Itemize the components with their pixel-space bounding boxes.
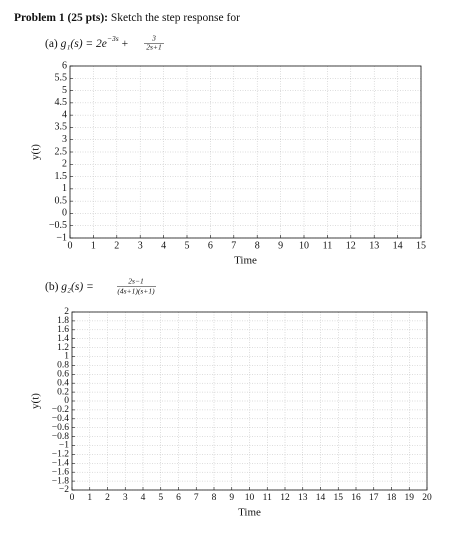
part-label: (b) bbox=[45, 281, 59, 293]
x-tick-label: 3 bbox=[138, 240, 143, 251]
x-tick-label: 10 bbox=[245, 493, 255, 503]
x-tick-label: 4 bbox=[141, 493, 146, 503]
y-tick-label: −1.8 bbox=[52, 476, 69, 486]
y-tick-label: 2 bbox=[64, 307, 69, 317]
y-tick-label: −1 bbox=[59, 441, 69, 451]
problem-text: Sketch the step response for bbox=[111, 12, 240, 24]
y-tick-label: 0.5 bbox=[55, 195, 68, 206]
x-tick-label: 1 bbox=[91, 240, 96, 251]
x-tick-label: 13 bbox=[298, 493, 308, 503]
x-tick-label: 9 bbox=[278, 240, 283, 251]
part-label: (a) bbox=[45, 38, 58, 50]
y-tick-label: 3 bbox=[62, 134, 67, 145]
y-tick-label: 0.8 bbox=[57, 361, 69, 371]
y-tick-label: 2.5 bbox=[55, 146, 68, 157]
x-tick-label: 18 bbox=[387, 493, 397, 503]
x-tick-label: 3 bbox=[123, 493, 128, 503]
x-tick-label: 5 bbox=[185, 240, 190, 251]
x-tick-label: 12 bbox=[346, 240, 356, 251]
y-tick-label: 1.2 bbox=[57, 343, 69, 353]
problem-line: Problem 1 (25 pts): Sketch the step resp… bbox=[14, 12, 240, 24]
x-tick-label: 17 bbox=[369, 493, 379, 503]
x-tick-label: 6 bbox=[208, 240, 213, 251]
y-tick-label: 0.4 bbox=[57, 378, 69, 388]
y-tick-label: −0.8 bbox=[52, 432, 69, 442]
numerator: 3 bbox=[151, 34, 156, 43]
x-tick-label: 11 bbox=[263, 493, 272, 503]
x-tick-label: 11 bbox=[323, 240, 333, 251]
plot-frame bbox=[71, 311, 428, 491]
x-tick-label: 15 bbox=[416, 240, 426, 251]
y-tick-label: −0.2 bbox=[52, 405, 69, 415]
y-tick-label: −1 bbox=[56, 232, 67, 243]
x-tick-label: 15 bbox=[334, 493, 344, 503]
x-tick-label: 2 bbox=[105, 493, 110, 503]
x-tick-label: 0 bbox=[68, 240, 73, 251]
x-axis-label: Time bbox=[234, 255, 257, 267]
y-tick-label: 1.8 bbox=[57, 316, 69, 326]
x-tick-label: 20 bbox=[422, 493, 432, 503]
y-tick-label: 0 bbox=[62, 208, 67, 219]
x-tick-label: 7 bbox=[194, 493, 199, 503]
y-axis-label: y(t) bbox=[30, 393, 42, 409]
formula-lhs: g₁(s) = 2e bbox=[61, 38, 107, 50]
y-tick-label: 1.5 bbox=[55, 171, 68, 182]
x-axis-label: Time bbox=[238, 507, 261, 519]
y-tick-label: 0 bbox=[64, 396, 69, 406]
y-axis-label: y(t) bbox=[30, 144, 42, 160]
x-tick-label: 5 bbox=[158, 493, 163, 503]
x-tick-label: 8 bbox=[255, 240, 260, 251]
x-tick-label: 8 bbox=[212, 493, 217, 503]
plot-frame bbox=[69, 65, 422, 239]
x-tick-label: 19 bbox=[405, 493, 415, 503]
y-tick-label: 4 bbox=[62, 109, 67, 120]
y-tick-label: −1.6 bbox=[52, 467, 69, 477]
y-tick-label: 5 bbox=[62, 85, 67, 96]
y-tick-label: 1 bbox=[62, 183, 67, 194]
x-tick-label: 0 bbox=[70, 493, 75, 503]
formula-exponent: −3s bbox=[107, 34, 119, 43]
x-tick-label: 13 bbox=[369, 240, 379, 251]
formula-b: (b) g₂(s) = bbox=[45, 281, 94, 293]
y-tick-label: 4.5 bbox=[55, 97, 68, 108]
y-tick-label: 3.5 bbox=[55, 122, 68, 133]
x-tick-label: 6 bbox=[176, 493, 181, 503]
formula-a: (a) g₁(s) = 2e−3s + bbox=[45, 34, 128, 50]
denominator: (4s+1)(s+1) bbox=[117, 287, 155, 296]
y-tick-label: 5.5 bbox=[55, 73, 68, 84]
y-tick-label: −0.6 bbox=[52, 423, 69, 433]
formula-lhs: g₂(s) = bbox=[61, 281, 94, 293]
y-tick-label: −1.4 bbox=[52, 458, 69, 468]
y-tick-label: −0.5 bbox=[49, 220, 67, 231]
y-tick-label: 6 bbox=[62, 60, 67, 71]
numerator: 2s−1 bbox=[128, 277, 143, 286]
x-tick-label: 7 bbox=[231, 240, 236, 251]
y-tick-label: 1 bbox=[64, 352, 69, 362]
x-tick-label: 16 bbox=[351, 493, 361, 503]
x-tick-label: 14 bbox=[316, 493, 326, 503]
y-tick-label: 0.2 bbox=[57, 387, 69, 397]
y-tick-label: −1.2 bbox=[52, 450, 69, 460]
y-tick-label: 0.6 bbox=[57, 369, 69, 379]
x-tick-label: 2 bbox=[114, 240, 119, 251]
y-tick-label: −2 bbox=[59, 485, 69, 495]
y-tick-label: 1.4 bbox=[57, 334, 69, 344]
x-tick-label: 12 bbox=[280, 493, 290, 503]
x-tick-label: 4 bbox=[161, 240, 166, 251]
x-tick-label: 1 bbox=[87, 493, 92, 503]
formula-plus: + bbox=[122, 38, 129, 50]
problem-title: Problem 1 (25 pts): bbox=[14, 12, 108, 24]
x-tick-label: 9 bbox=[229, 493, 234, 503]
y-tick-label: −0.4 bbox=[52, 414, 69, 424]
x-tick-label: 14 bbox=[393, 240, 403, 251]
denominator: 2s+1 bbox=[146, 43, 161, 52]
x-tick-label: 10 bbox=[299, 240, 309, 251]
y-tick-label: 1.6 bbox=[57, 325, 69, 335]
y-tick-label: 2 bbox=[62, 159, 67, 170]
